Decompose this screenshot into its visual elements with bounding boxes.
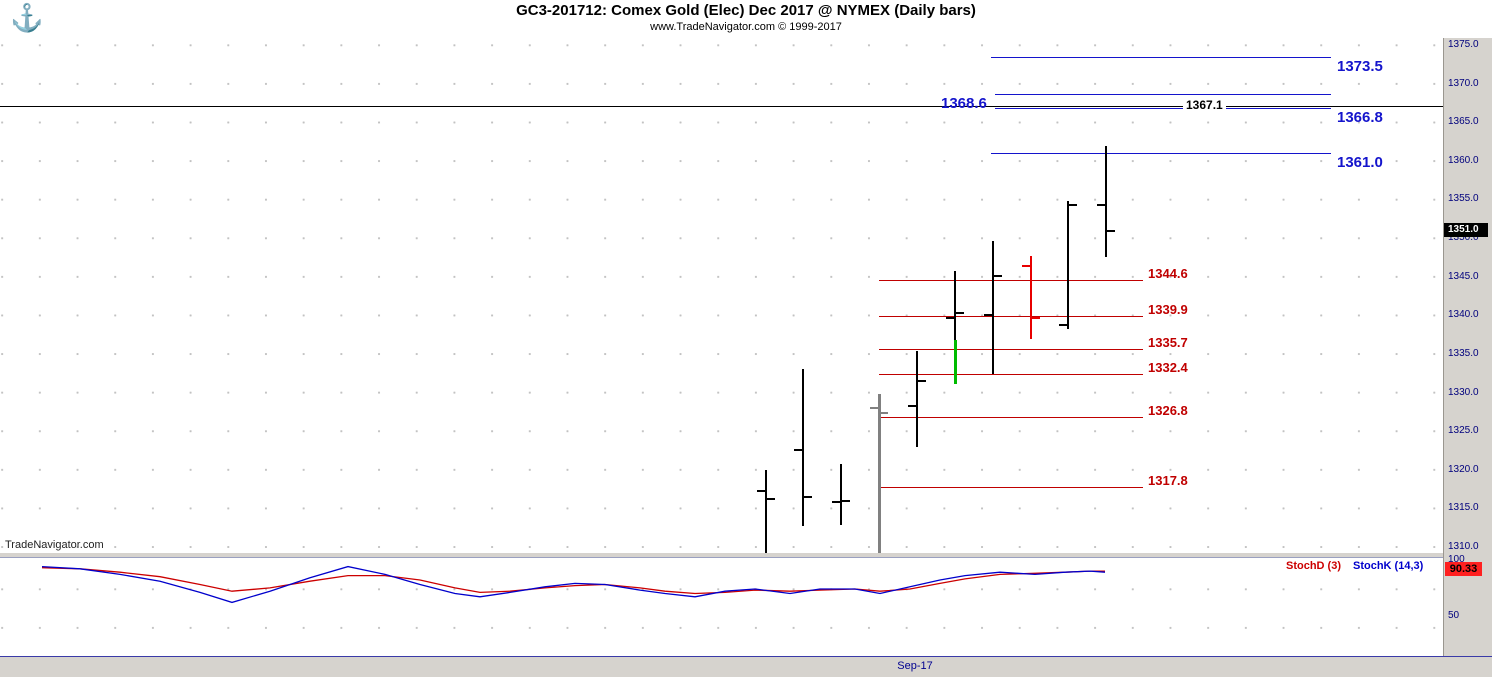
level-label-1367.1: 1367.1	[1183, 98, 1226, 112]
chart-title: GC3-201712: Comex Gold (Elec) Dec 2017 @…	[516, 2, 976, 19]
price-axis-tick: 1345.0	[1448, 270, 1479, 282]
level-line-1317.8	[879, 487, 1143, 488]
level-label-1317.8: 1317.8	[1148, 473, 1188, 488]
ohlc-open-tick	[794, 449, 802, 452]
ohlc-bar-stem	[954, 270, 956, 385]
stoch-value-badge: 90.33	[1445, 562, 1482, 576]
level-label-1326.8: 1326.8	[1148, 403, 1188, 418]
stoch-line-stochd	[41, 567, 1105, 595]
ohlc-open-tick	[984, 314, 992, 317]
ohlc-close-tick	[956, 311, 964, 314]
price-axis-tick: 1340.0	[1448, 309, 1479, 321]
ohlc-open-tick	[870, 406, 878, 409]
level-label-1339.9: 1339.9	[1148, 302, 1188, 317]
ohlc-bar-stem	[802, 369, 804, 527]
level-line-1344.6	[879, 280, 1143, 281]
price-axis-tick: 1370.0	[1448, 77, 1479, 89]
ohlc-bar-stem	[765, 469, 767, 553]
ohlc-bar-stem	[1030, 255, 1032, 340]
level-line-1339.9	[879, 316, 1143, 317]
level-label-1368.6: 1368.6	[941, 95, 987, 112]
chart-subtitle: www.TradeNavigator.com © 1999-2017	[650, 21, 842, 33]
ohlc-close-tick	[767, 498, 775, 501]
ohlc-close-tick	[1032, 316, 1040, 319]
ohlc-close-tick	[1107, 230, 1115, 233]
ohlc-open-tick	[757, 489, 765, 492]
stoch-axis-tick-50: 50	[1448, 610, 1460, 621]
level-label-1366.8: 1366.8	[1337, 109, 1383, 126]
level-label-1361.0: 1361.0	[1337, 154, 1383, 171]
stochk-legend-label: StochK (14,3)	[1353, 560, 1424, 572]
ohlc-open-tick	[908, 404, 916, 407]
level-label-1373.5: 1373.5	[1337, 58, 1383, 75]
watermark-text: TradeNavigator.com	[5, 539, 104, 551]
level-line-1367.1	[0, 106, 1443, 107]
stochastic-panel[interactable]: StochD (3) StochK (14,3)	[0, 557, 1443, 656]
price-axis-tick: 1325.0	[1448, 425, 1479, 437]
time-axis-label: Sep-17	[897, 660, 933, 672]
ohlc-close-tick	[880, 412, 888, 415]
level-line-1373.5	[991, 57, 1331, 58]
price-axis-tick: 1310.0	[1448, 541, 1479, 552]
price-axis-tick: 1320.0	[1448, 463, 1479, 475]
price-axis-tick: 1365.0	[1448, 116, 1479, 128]
stoch-line-stochk	[41, 565, 1106, 604]
time-axis[interactable]: Sep-17	[0, 656, 1492, 677]
level-label-1332.4: 1332.4	[1148, 360, 1188, 375]
price-axis-tick: 1335.0	[1448, 347, 1479, 359]
level-line-1335.7	[879, 349, 1143, 350]
ohlc-open-tick	[1059, 323, 1067, 326]
bar-color-segment	[954, 340, 957, 385]
ohlc-bar-stem	[1105, 146, 1107, 258]
level-line-1366.8	[995, 108, 1331, 109]
stoch-axis-tick-100: 100	[1448, 554, 1465, 565]
ohlc-bar-stem	[840, 464, 842, 526]
ohlc-bar-stem	[916, 350, 918, 448]
ohlc-close-tick	[994, 274, 1002, 277]
level-label-1335.7: 1335.7	[1148, 335, 1188, 350]
price-axis-tick: 1375.0	[1448, 39, 1479, 50]
anchor-logo-icon: ⚓	[10, 3, 44, 33]
price-axis-tick: 1355.0	[1448, 193, 1479, 205]
ohlc-open-tick	[1022, 264, 1030, 267]
chart-header: ⚓ GC3-201712: Comex Gold (Elec) Dec 2017…	[0, 0, 1492, 38]
ohlc-close-tick	[918, 379, 926, 382]
price-axis[interactable]: 1351.0 100 50 90.33 1375.0 1370.0 1365.0 13…	[1443, 38, 1492, 656]
ohlc-bar-stem	[992, 241, 994, 374]
ohlc-close-tick	[842, 499, 850, 502]
ohlc-bar-stem	[1067, 201, 1069, 330]
ohlc-open-tick	[946, 316, 954, 319]
price-chart-canvas[interactable]: TradeNavigator.com 1373.5 1368.6 1367.1 136…	[0, 38, 1443, 553]
level-label-1344.6: 1344.6	[1148, 266, 1188, 281]
stochd-legend-label: StochD (3)	[1286, 560, 1341, 572]
level-line-1368.6	[995, 94, 1331, 95]
ohlc-close-tick	[1069, 203, 1077, 206]
ohlc-close-tick	[804, 495, 812, 498]
price-axis-tick: 1360.0	[1448, 154, 1479, 166]
stochastic-plot	[41, 565, 1106, 604]
last-price-badge: 1351.0	[1444, 223, 1488, 238]
ohlc-open-tick	[832, 501, 840, 504]
price-axis-tick: 1330.0	[1448, 386, 1479, 398]
level-line-1332.4	[879, 374, 1143, 375]
ohlc-open-tick	[1097, 203, 1105, 206]
level-line-1361.0	[991, 153, 1331, 154]
ohlc-bar-stem	[878, 394, 881, 553]
level-line-1326.8	[879, 417, 1143, 418]
price-axis-tick: 1315.0	[1448, 502, 1479, 514]
price-axis-tick: 1350.0	[1448, 232, 1479, 244]
